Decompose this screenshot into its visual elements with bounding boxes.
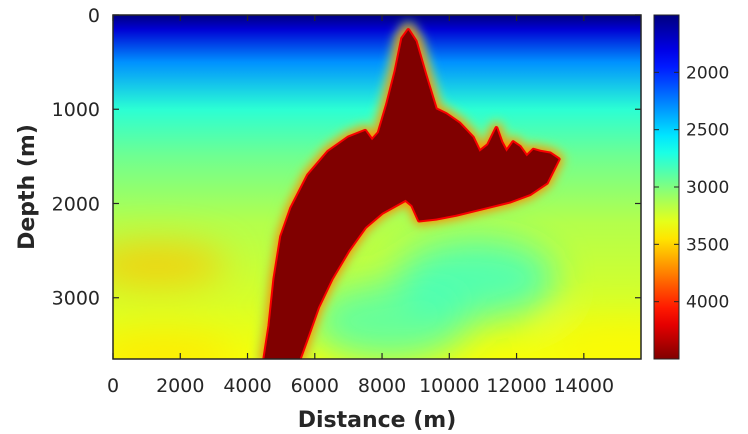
y-axis-ticks: 0 1000 2000 3000 — [52, 5, 641, 310]
y-tick-label: 0 — [88, 5, 100, 27]
salt-body — [255, 21, 568, 359]
plot-frame — [112, 14, 642, 360]
x-tick-label: 6000 — [291, 375, 339, 397]
x-tick-label: 0 — [107, 375, 119, 397]
y-axis-label: Depth (m) — [15, 124, 40, 250]
x-tick-label: 4000 — [223, 375, 271, 397]
x-tick-label: 2000 — [156, 375, 204, 397]
fast-zone — [550, 322, 641, 359]
plot-area — [113, 15, 641, 359]
y-tick-label: 1000 — [52, 99, 100, 121]
colorbar-tick-label: 2500 — [686, 121, 729, 141]
x-tick-label: 12000 — [486, 375, 546, 397]
velocity-anomalies — [113, 238, 641, 359]
colorbar-ticks: 2000 2500 3000 3500 4000 — [654, 63, 729, 313]
x-tick-label: 14000 — [554, 375, 614, 397]
x-tick-label: 10000 — [419, 375, 479, 397]
colorbar-tick-label: 3500 — [686, 235, 729, 255]
colorbar-tick-label: 2000 — [686, 63, 729, 83]
slow-zone — [308, 281, 469, 359]
colorbar: 2000 2500 3000 3500 4000 — [653, 14, 729, 360]
x-tick-label: 8000 — [358, 375, 406, 397]
y-tick-label: 3000 — [52, 288, 100, 310]
salt-core — [264, 30, 559, 359]
x-axis-label: Distance (m) — [298, 408, 457, 433]
colorbar-tick-label: 3000 — [686, 178, 729, 198]
colorbar-tick-label: 4000 — [686, 293, 729, 313]
x-axis-ticks: 0 2000 4000 6000 8000 10000 12000 14000 — [107, 15, 614, 397]
y-tick-label: 2000 — [52, 193, 100, 215]
fast-zone — [113, 332, 234, 359]
fast-zone — [113, 242, 227, 287]
